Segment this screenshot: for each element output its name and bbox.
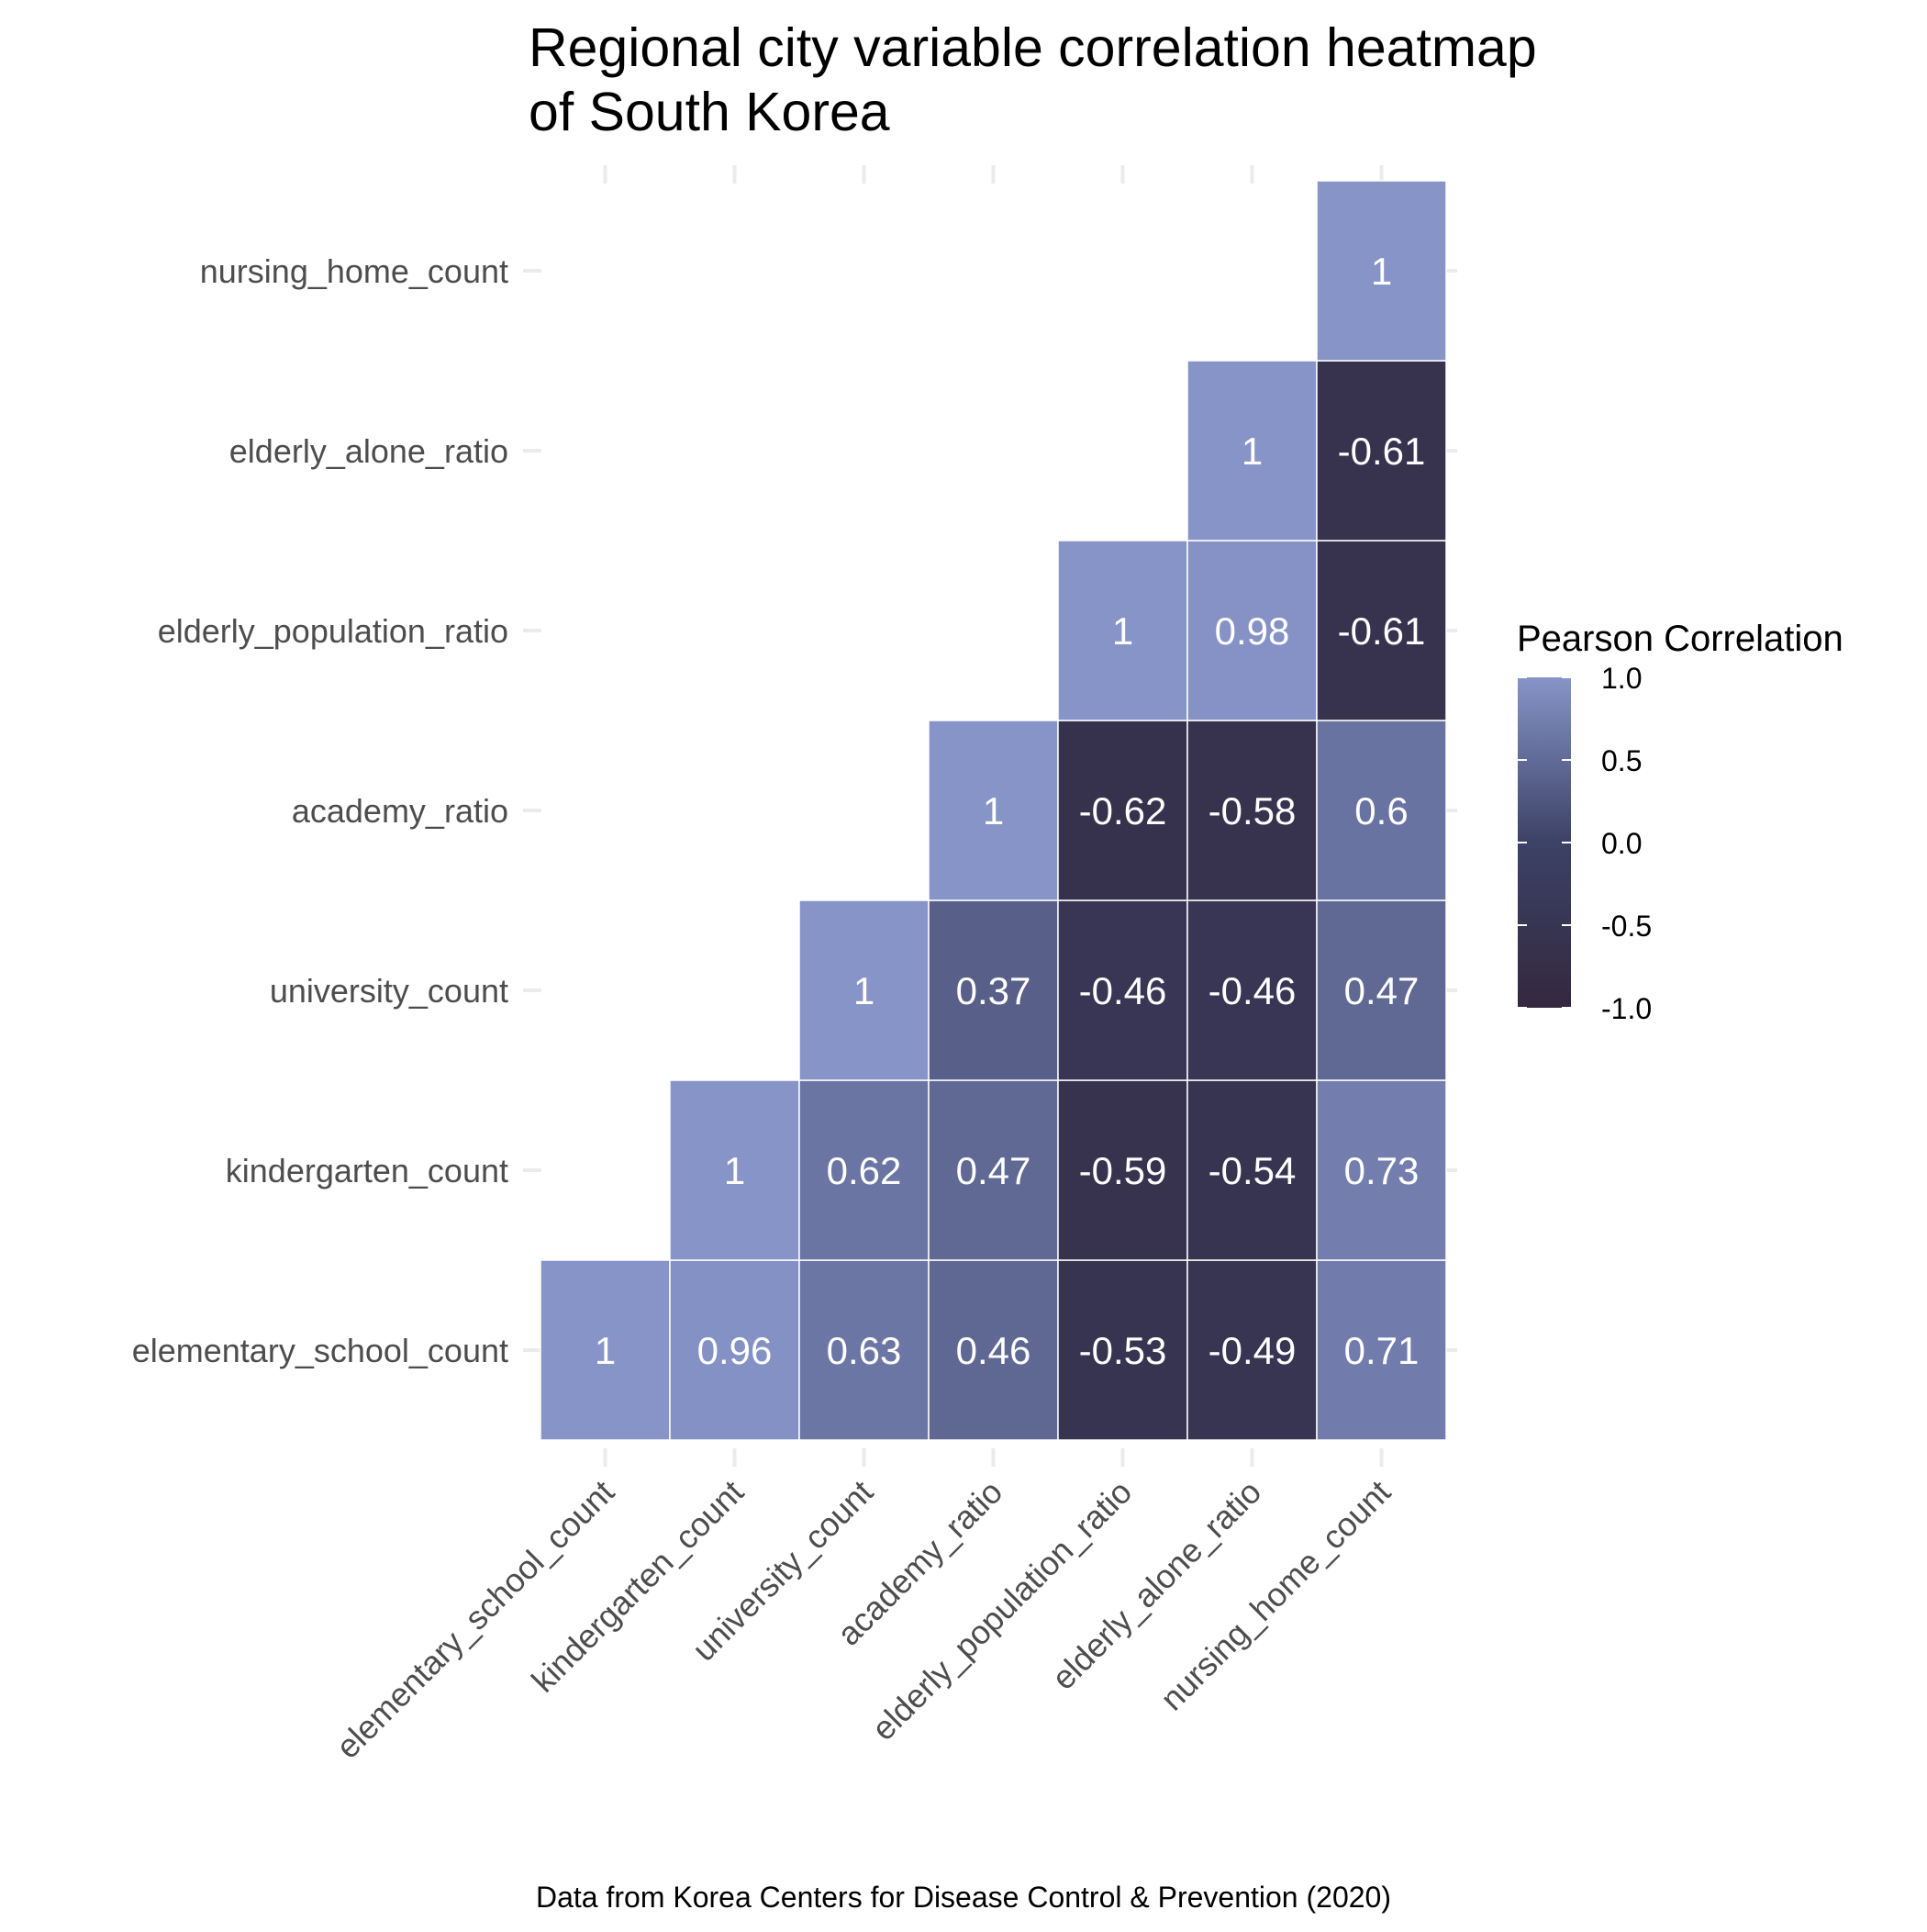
- legend-tick-label--0.5: -0.5: [1601, 910, 1652, 943]
- heatmap-cell-elderly_alone_ratio-university_count: [1186, 899, 1318, 1081]
- cell-label-university_count-elementary_school_count: 0.63: [827, 1329, 902, 1372]
- cell-label-kindergarten_count-kindergarten_count: 1: [724, 1149, 745, 1192]
- legend-ticks: 1.0 0.5 0.0 -0.5 -1.0: [1518, 662, 1652, 1025]
- cell-label-elderly_alone_ratio-kindergarten_count: -0.54: [1209, 1149, 1297, 1192]
- heatmap-cell-elementary_school_count-elementary_school_count: [540, 1259, 671, 1441]
- y-axis-label-academy_ratio: academy_ratio: [292, 792, 508, 830]
- cell-label-elderly_alone_ratio-elderly_population_ratio: 0.98: [1215, 609, 1290, 653]
- heatmap-cell-academy_ratio-university_count: [928, 899, 1059, 1081]
- heatmap-cell-nursing_home_count-university_count: [1316, 899, 1447, 1081]
- heatmap-cell-elderly_alone_ratio-elderly_alone_ratio: [1186, 360, 1318, 542]
- legend: Pearson Correlation 1.0 0.5 0.0 -0.5 -1.0: [1517, 619, 1843, 1025]
- cell-label-academy_ratio-kindergarten_count: 0.47: [956, 1149, 1031, 1192]
- cell-label-elderly_alone_ratio-elementary_school_count: -0.49: [1209, 1329, 1297, 1372]
- cell-label-elderly_population_ratio-university_count: -0.46: [1079, 969, 1167, 1012]
- heatmap-cell-kindergarten_count-elementary_school_count: [669, 1259, 800, 1441]
- chart-title-line-1: Regional city variable correlation heatm…: [529, 17, 1537, 78]
- chart-title-line-2: of South Korea: [529, 82, 890, 142]
- cell-label-nursing_home_count-nursing_home_count: 1: [1371, 250, 1392, 293]
- heatmap-cell-university_count-university_count: [798, 899, 930, 1081]
- cell-label-nursing_home_count-elementary_school_count: 0.71: [1344, 1329, 1420, 1372]
- y-axis-labels: elementary_school_count kindergarten_coun…: [132, 252, 508, 1369]
- y-axis-label-university_count: university_count: [270, 972, 508, 1010]
- heatmap-cell-kindergarten_count-kindergarten_count: [669, 1079, 800, 1261]
- cell-label-elderly_population_ratio-elementary_school_count: -0.53: [1079, 1329, 1167, 1372]
- heatmap-cell-elderly_population_ratio-elementary_school_count: [1057, 1259, 1188, 1441]
- cell-label-elementary_school_count-elementary_school_count: 1: [595, 1329, 616, 1372]
- y-axis-label-kindergarten_count: kindergarten_count: [226, 1152, 508, 1189]
- cell-label-nursing_home_count-elderly_alone_ratio: -0.61: [1338, 430, 1426, 473]
- cell-label-elderly_population_ratio-kindergarten_count: -0.59: [1079, 1149, 1167, 1192]
- cell-label-nursing_home_count-elderly_population_ratio: -0.61: [1338, 609, 1426, 653]
- heatmap-cell-nursing_home_count-elementary_school_count: [1316, 1259, 1447, 1441]
- cell-label-academy_ratio-university_count: 0.37: [956, 969, 1031, 1012]
- heatmap-cell-nursing_home_count-elderly_alone_ratio: [1316, 360, 1447, 542]
- heatmap-cell-academy_ratio-kindergarten_count: [928, 1079, 1059, 1261]
- cell-label-nursing_home_count-academy_ratio: 0.6: [1354, 789, 1408, 832]
- chart-caption: Data from Korea Centers for Disease Cont…: [536, 1881, 1391, 1914]
- legend-tick-label-0.0: 0.0: [1601, 827, 1642, 860]
- heatmap-cell-elderly_population_ratio-academy_ratio: [1057, 720, 1188, 901]
- legend-tick-label--1.0: -1.0: [1601, 992, 1652, 1025]
- cell-label-elderly_alone_ratio-elderly_alone_ratio: 1: [1242, 430, 1263, 473]
- legend-title: Pearson Correlation: [1517, 619, 1843, 659]
- y-axis-label-elderly_population_ratio: elderly_population_ratio: [158, 612, 508, 650]
- x-axis-label-nursing_home_count: nursing_home_count: [1153, 1473, 1398, 1718]
- heatmap-cell-nursing_home_count-nursing_home_count: [1316, 180, 1447, 362]
- cell-label-elderly_alone_ratio-university_count: -0.46: [1209, 969, 1297, 1012]
- heatmap-cell-elderly_population_ratio-kindergarten_count: [1057, 1079, 1188, 1261]
- y-axis-label-elderly_alone_ratio: elderly_alone_ratio: [229, 432, 508, 470]
- heatmap-cell-university_count-elementary_school_count: [798, 1259, 930, 1441]
- cell-label-kindergarten_count-elementary_school_count: 0.96: [697, 1329, 773, 1372]
- heatmap-cell-elderly_alone_ratio-academy_ratio: [1186, 720, 1318, 901]
- heatmap-cell-university_count-kindergarten_count: [798, 1079, 930, 1261]
- cell-label-nursing_home_count-university_count: 0.47: [1344, 969, 1420, 1012]
- legend-tick-label-0.5: 0.5: [1601, 744, 1642, 777]
- heatmap-cell-elderly_population_ratio-university_count: [1057, 899, 1188, 1081]
- cell-label-university_count-university_count: 1: [853, 969, 874, 1012]
- cell-label-elderly_population_ratio-elderly_population_ratio: 1: [1112, 609, 1133, 653]
- cell-label-university_count-kindergarten_count: 0.62: [827, 1149, 902, 1192]
- cell-label-nursing_home_count-kindergarten_count: 0.73: [1344, 1149, 1420, 1192]
- cell-label-elderly_alone_ratio-academy_ratio: -0.58: [1209, 789, 1297, 832]
- heatmap-cell-elderly_population_ratio-elderly_population_ratio: [1057, 540, 1188, 721]
- cell-label-elderly_population_ratio-academy_ratio: -0.62: [1079, 789, 1167, 832]
- legend-tick-label-1.0: 1.0: [1601, 662, 1642, 695]
- heatmap-cell-nursing_home_count-academy_ratio: [1316, 720, 1447, 901]
- heatmap-cell-elderly_alone_ratio-kindergarten_count: [1186, 1079, 1318, 1261]
- heatmap-cell-nursing_home_count-elderly_population_ratio: [1316, 540, 1447, 721]
- y-axis-label-elementary_school_count: elementary_school_count: [132, 1332, 508, 1369]
- y-axis-label-nursing_home_count: nursing_home_count: [200, 252, 508, 290]
- heatmap-cell-nursing_home_count-kindergarten_count: [1316, 1079, 1447, 1261]
- x-axis-labels: elementary_school_countkindergarten_coun…: [329, 1473, 1398, 1766]
- x-axis-label-kindergarten_count: kindergarten_count: [524, 1473, 751, 1700]
- cell-label-academy_ratio-academy_ratio: 1: [983, 789, 1004, 832]
- cell-labels: 1 0.96 0.63 0.46 -0.53 -0.49 0.71 1 0.62 0.47 -0.5…: [595, 250, 1426, 1372]
- heatmap-cell-elderly_alone_ratio-elementary_school_count: [1186, 1259, 1318, 1441]
- cell-label-academy_ratio-elementary_school_count: 0.46: [956, 1329, 1031, 1372]
- heatmap-cells: [540, 180, 1447, 1441]
- x-axis-label-elderly_population_ratio: elderly_population_ratio: [864, 1473, 1139, 1748]
